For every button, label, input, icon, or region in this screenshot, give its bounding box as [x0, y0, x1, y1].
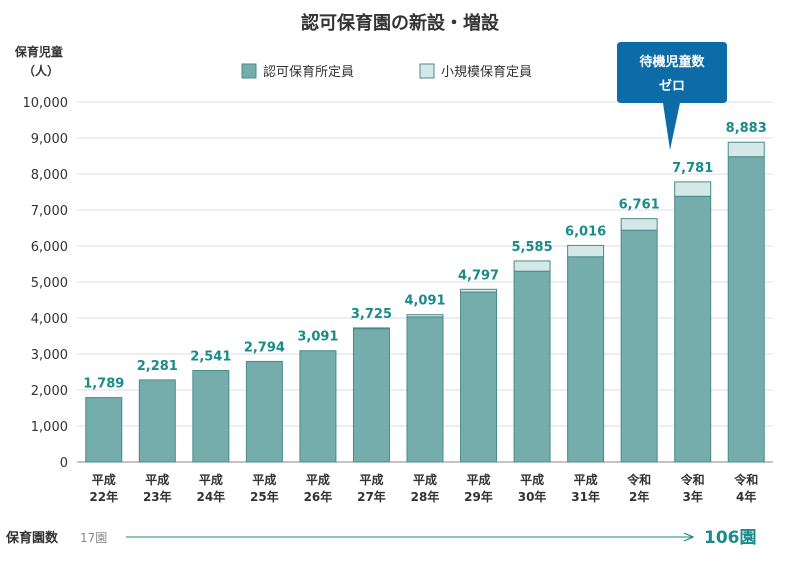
- data-label: 4,797: [458, 268, 499, 283]
- x-tick-label: 令和 4年: [733, 472, 758, 504]
- bar-small: [727, 141, 765, 158]
- x-tick-label: 平成 27年: [357, 472, 386, 504]
- bar-main: [567, 256, 605, 463]
- x-tick-label: 令和 3年: [680, 472, 705, 504]
- bar-main: [460, 291, 498, 463]
- x-tick-label: 平成 28年: [411, 472, 440, 504]
- legend: 認可保育所定員 小規模保育定員: [241, 63, 532, 80]
- footer-arrow-head: [683, 532, 695, 542]
- footer: 保育園数 17園 106園: [5, 528, 757, 548]
- x-tick-label: 平成 24年: [196, 472, 225, 504]
- bar-main: [513, 270, 551, 463]
- y-tick-label: 8,000: [31, 168, 68, 183]
- bar-small: [620, 218, 658, 231]
- legend-swatch-main: [241, 63, 257, 79]
- x-tick-label: 令和 2年: [626, 472, 651, 504]
- bar-main: [620, 229, 658, 463]
- bar-main: [192, 370, 230, 463]
- data-label: 7,781: [672, 161, 713, 176]
- callout-bubble: [617, 42, 727, 150]
- y-tick-label: 3,000: [31, 348, 68, 363]
- callout: 待機児童数 ゼロ: [617, 42, 727, 150]
- x-tick-label: 平成 23年: [143, 472, 172, 504]
- x-tick-label: 平成 29年: [464, 472, 493, 504]
- bar-main: [674, 195, 712, 463]
- legend-label-main: 認可保育所定員: [263, 64, 354, 80]
- x-tick-label: 平成 22年: [89, 472, 118, 504]
- bar-small: [674, 181, 712, 197]
- data-label: 5,585: [512, 240, 553, 255]
- bar-main: [727, 156, 765, 463]
- x-tick-label: 平成 31年: [571, 472, 600, 504]
- bar-main: [406, 316, 444, 463]
- bar-main: [245, 360, 283, 463]
- data-label: 3,091: [297, 330, 338, 345]
- legend-label-small: 小規模保育定員: [441, 64, 532, 80]
- data-label: 3,725: [351, 307, 392, 322]
- footer-end-count: 106園: [704, 528, 757, 548]
- bar-small: [352, 327, 390, 330]
- bar-main: [299, 350, 337, 463]
- data-label: 2,281: [137, 359, 178, 374]
- data-label: 6,016: [565, 224, 606, 239]
- bar-main: [352, 328, 390, 463]
- footer-label: 保育園数: [5, 530, 59, 546]
- y-tick-label: 9,000: [31, 132, 68, 147]
- y-tick-label: 2,000: [31, 384, 68, 399]
- bar-small: [567, 244, 605, 258]
- y-tick-label: 10,000: [23, 96, 69, 111]
- bar-main: [138, 379, 176, 463]
- y-axis-label: 保育児童 （人）: [14, 44, 67, 78]
- data-label: 2,794: [244, 340, 285, 355]
- data-label: 1,789: [83, 377, 124, 392]
- x-tick-label: 平成 26年: [304, 472, 333, 504]
- data-label: 8,883: [726, 121, 767, 136]
- bar-small: [406, 314, 444, 318]
- bar-small: [513, 260, 551, 272]
- y-tick-label: 5,000: [31, 276, 68, 291]
- x-tick-label: 平成 25年: [250, 472, 279, 504]
- data-label: 4,091: [404, 294, 445, 309]
- y-tick-label: 4,000: [31, 312, 68, 327]
- y-tick-label: 0: [60, 456, 68, 471]
- legend-swatch-small: [419, 63, 435, 79]
- callout-line1: 待機児童数: [638, 54, 705, 70]
- chart-title: 認可保育園の新設・増設: [301, 12, 500, 34]
- y-tick-label: 6,000: [31, 240, 68, 255]
- y-tick-label: 1,000: [31, 420, 68, 435]
- footer-start-count: 17園: [80, 531, 107, 545]
- data-label: 2,541: [190, 350, 231, 365]
- callout-line2: ゼロ: [659, 78, 685, 94]
- bar-small: [460, 288, 498, 293]
- bar-main: [85, 397, 123, 463]
- data-label: 6,761: [619, 198, 660, 213]
- x-tick-label: 平成 30年: [518, 472, 547, 504]
- y-tick-label: 7,000: [31, 204, 68, 219]
